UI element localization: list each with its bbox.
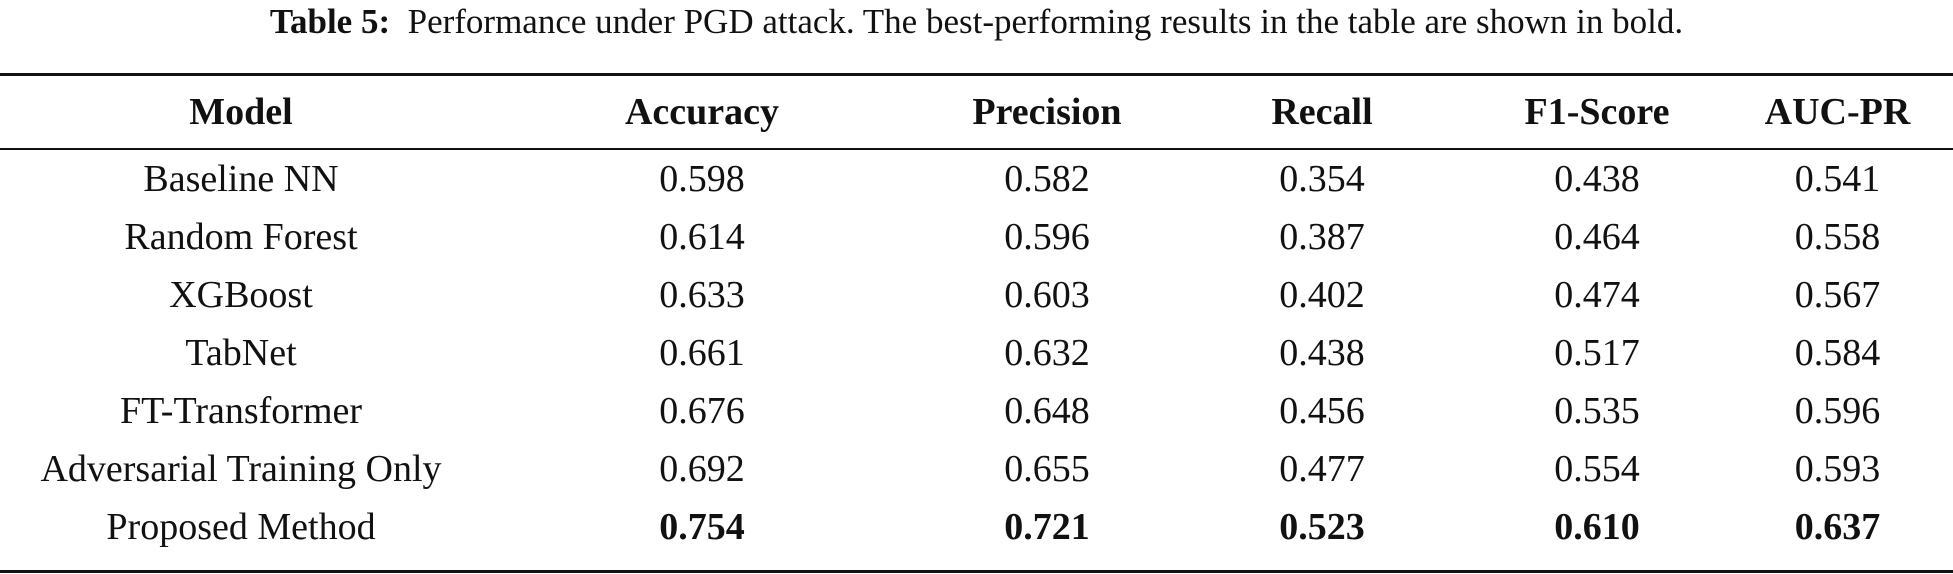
cell-auc-pr: 0.596 [1794, 390, 1881, 432]
table-row: Baseline NN 0.598 0.582 0.354 0.438 0.54… [0, 148, 1953, 208]
cell-precision: 0.655 [1004, 448, 1090, 490]
cell-model: TabNet [185, 332, 297, 374]
cell-accuracy: 0.598 [659, 158, 745, 200]
cell-auc-pr: 0.558 [1794, 216, 1881, 258]
cell-accuracy: 0.614 [659, 216, 745, 258]
cell-accuracy: 0.661 [659, 332, 745, 374]
cell-accuracy: 0.692 [659, 448, 745, 490]
cell-recall: 0.402 [1279, 274, 1365, 316]
cell-f1-score: 0.517 [1554, 332, 1640, 374]
caption-label: Table 5: [269, 2, 391, 41]
table-row: Random Forest 0.614 0.596 0.387 0.464 0.… [0, 208, 1953, 266]
cell-accuracy: 0.633 [659, 274, 745, 316]
cell-f1-score-best: 0.610 [1554, 506, 1640, 548]
header-row: Model Accuracy Precision Recall F1-Score… [0, 76, 1953, 148]
cell-model: Proposed Method [106, 506, 376, 548]
cell-precision: 0.632 [1004, 332, 1090, 374]
cell-auc-pr: 0.584 [1794, 332, 1881, 374]
top-rule [0, 73, 1953, 76]
cell-auc-pr: 0.541 [1794, 158, 1881, 200]
cell-model: FT-Transformer [119, 390, 363, 432]
cell-model: Random Forest [124, 216, 358, 258]
table-row: XGBoost 0.633 0.603 0.402 0.474 0.567 [0, 266, 1953, 324]
cell-model: XGBoost [169, 274, 313, 316]
cell-precision: 0.596 [1004, 216, 1090, 258]
caption-text: Performance under PGD attack. The best-p… [407, 2, 1684, 41]
bottom-rule [0, 570, 1953, 573]
cell-auc-pr: 0.567 [1794, 274, 1881, 316]
header-f1-score: F1-Score [1524, 91, 1670, 133]
cell-auc-pr-best: 0.637 [1794, 506, 1881, 548]
cell-recall: 0.438 [1279, 332, 1365, 374]
cell-f1-score: 0.554 [1554, 448, 1640, 490]
cell-recall: 0.477 [1279, 448, 1365, 490]
cell-f1-score: 0.474 [1554, 274, 1640, 316]
cell-recall: 0.387 [1279, 216, 1365, 258]
cell-recall: 0.456 [1279, 390, 1365, 432]
cell-precision: 0.648 [1004, 390, 1090, 432]
header-auc-pr: AUC-PR [1764, 91, 1911, 133]
cell-f1-score: 0.438 [1554, 158, 1640, 200]
cell-accuracy: 0.676 [659, 390, 745, 432]
table-row: Adversarial Training Only 0.692 0.655 0.… [0, 440, 1953, 498]
results-table: Model Accuracy Precision Recall F1-Score… [0, 76, 1953, 556]
header-recall: Recall [1271, 91, 1373, 133]
table-row: FT-Transformer 0.676 0.648 0.456 0.535 0… [0, 382, 1953, 440]
table-caption: Table 5: Performance under PGD attack. T… [0, 0, 1953, 44]
cell-accuracy-best: 0.754 [659, 506, 745, 548]
cell-model: Adversarial Training Only [40, 448, 442, 490]
table-body: Baseline NN 0.598 0.582 0.354 0.438 0.54… [0, 148, 1953, 556]
cell-f1-score: 0.464 [1554, 216, 1640, 258]
table-row-best: Proposed Method 0.754 0.721 0.523 0.610 … [0, 498, 1953, 556]
header-rule [0, 148, 1953, 150]
cell-model: Baseline NN [143, 158, 339, 200]
header-precision: Precision [972, 91, 1122, 133]
cell-auc-pr: 0.593 [1794, 448, 1881, 490]
header-accuracy: Accuracy [624, 91, 780, 133]
table-row: TabNet 0.661 0.632 0.438 0.517 0.584 [0, 324, 1953, 382]
cell-recall-best: 0.523 [1279, 506, 1365, 548]
cell-precision: 0.603 [1004, 274, 1090, 316]
cell-precision-best: 0.721 [1004, 506, 1090, 548]
cell-f1-score: 0.535 [1554, 390, 1640, 432]
cell-recall: 0.354 [1279, 158, 1365, 200]
header-model: Model [189, 91, 293, 133]
cell-precision: 0.582 [1004, 158, 1090, 200]
